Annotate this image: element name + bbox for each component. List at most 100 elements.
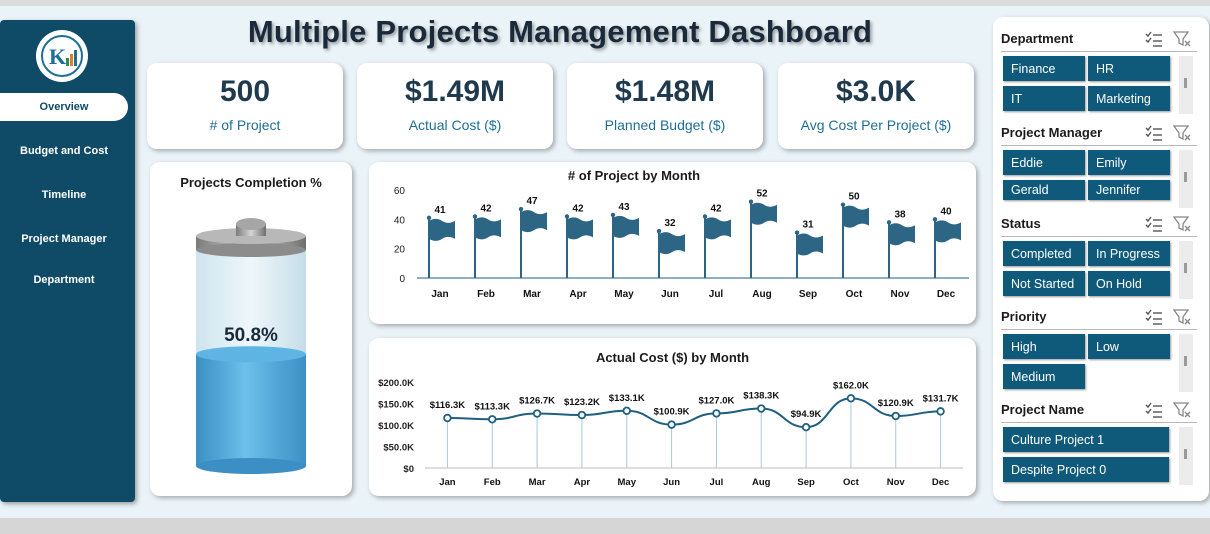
slicer-scrollbar[interactable] — [1179, 334, 1193, 392]
filter-option[interactable]: Jennifer — [1088, 180, 1170, 200]
data-label: 50 — [848, 192, 860, 203]
x-tick-label: Jan — [431, 289, 448, 300]
filter-option[interactable]: Emily — [1088, 150, 1170, 175]
filter-option[interactable]: Despite Project 0 — [1003, 457, 1169, 482]
clear-filter-icon[interactable] — [1173, 308, 1191, 325]
flag-pole-top — [748, 199, 754, 204]
x-tick-label: Jun — [663, 477, 680, 488]
data-label: 31 — [802, 220, 814, 231]
data-label: $138.3K — [743, 391, 779, 402]
flag-icon — [659, 232, 685, 255]
data-label: $133.1K — [609, 393, 645, 404]
slicer-scrollbar[interactable] — [1179, 56, 1193, 114]
battery-cap-rim — [196, 243, 306, 257]
y-tick-label: $0 — [403, 464, 414, 475]
clear-filter-icon[interactable] — [1173, 215, 1191, 232]
sidebar-item-department[interactable]: Department — [33, 274, 95, 286]
slicer-title: Project Manager — [1001, 125, 1103, 140]
multi-select-icon[interactable] — [1145, 31, 1163, 47]
multi-select-icon[interactable] — [1145, 125, 1163, 141]
multi-select-icon[interactable] — [1145, 402, 1163, 418]
bar-flag — [702, 214, 731, 278]
data-label: $126.7K — [519, 396, 555, 407]
slicer-status: Status Completed In Progress Not Started… — [1001, 211, 1197, 299]
filter-option[interactable]: Not Started — [1003, 271, 1085, 296]
x-tick-label: Aug — [752, 477, 771, 488]
data-label: $131.7K — [923, 393, 959, 404]
data-label: $162.0K — [833, 380, 869, 391]
multi-select-icon[interactable] — [1145, 309, 1163, 325]
flag-pole-top — [518, 206, 524, 212]
kpi-card-projects: 500 # of Project — [147, 63, 343, 149]
data-label: $100.9K — [654, 407, 690, 418]
slicer-scrollbar[interactable] — [1179, 241, 1193, 299]
bar-flag — [932, 217, 961, 278]
sidebar-item-budget-and-cost[interactable]: Budget and Cost — [20, 145, 108, 157]
x-tick-label: Mar — [529, 477, 546, 488]
data-label: $120.9K — [878, 398, 914, 409]
flag-pole-top — [702, 214, 708, 219]
projects-by-month-chart: 0 20 40 60 41 Jan 42 Feb 47 Mar 42 Apr 43 May 32 Jun 42 J… — [394, 186, 969, 300]
x-tick-label: Apr — [569, 289, 586, 300]
x-tick-label: Jul — [710, 477, 724, 488]
filter-option[interactable]: Finance — [1003, 56, 1085, 81]
data-point — [532, 409, 542, 418]
clear-filter-icon[interactable] — [1173, 124, 1191, 141]
kpi-card-actual-cost: $1.49M Actual Cost ($) — [357, 63, 553, 149]
data-label: $127.0K — [698, 395, 734, 406]
slicer-title: Project Name — [1001, 402, 1085, 417]
filter-option[interactable]: On Hold — [1088, 271, 1170, 296]
data-point — [891, 411, 900, 421]
data-label: 40 — [940, 206, 952, 217]
x-tick-label: Nov — [891, 289, 910, 300]
slicer-header: Project Name — [1001, 397, 1197, 423]
data-label: 52 — [756, 189, 768, 200]
bar-flag — [748, 199, 777, 278]
data-point — [936, 407, 945, 416]
data-label: 47 — [526, 196, 538, 207]
y-tick-label: 60 — [394, 186, 406, 197]
clear-filter-icon[interactable] — [1173, 30, 1191, 47]
multi-select-icon[interactable] — [1145, 216, 1163, 232]
slicer-options: Finance HR IT Marketing — [1001, 56, 1197, 114]
bar-flag — [426, 215, 455, 278]
bar-flag — [840, 202, 869, 278]
slicer-project-manager: Project Manager Eddie Emily Gerald Jenni… — [1001, 120, 1197, 208]
slicer-options: High Low Medium — [1001, 334, 1197, 392]
filter-option[interactable]: Medium — [1003, 364, 1085, 389]
clear-filter-icon[interactable] — [1173, 401, 1191, 418]
filter-option[interactable]: Completed — [1003, 241, 1085, 266]
x-tick-label: Dec — [932, 477, 949, 488]
flag-pole-top — [472, 214, 478, 219]
slicer-scrollbar[interactable] — [1179, 150, 1193, 208]
data-label: 32 — [664, 218, 676, 229]
filter-option[interactable]: Eddie — [1003, 150, 1085, 175]
filter-option[interactable]: Culture Project 1 — [1003, 427, 1169, 452]
data-label: 38 — [894, 209, 906, 220]
slicer-scrollbar[interactable] — [1179, 427, 1193, 485]
flag-icon — [567, 217, 593, 240]
filter-option[interactable]: Gerald — [1003, 180, 1085, 200]
bar-flag — [886, 220, 915, 278]
sidebar-item-overview[interactable]: Overview — [0, 93, 128, 121]
x-tick-label: Sep — [799, 289, 817, 300]
battery-icon: 50.8% — [196, 218, 306, 474]
kpi-label: # of Project — [209, 117, 281, 133]
sidebar-item-project-manager[interactable]: Project Manager — [21, 233, 107, 245]
data-point — [443, 413, 452, 423]
completion-title: Projects Completion % — [180, 175, 322, 190]
data-label: 43 — [618, 202, 630, 213]
filter-option[interactable]: Low — [1088, 334, 1170, 359]
svg-text:K: K — [49, 44, 66, 69]
flag-pole-top — [426, 215, 432, 221]
filter-option[interactable]: In Progress — [1088, 241, 1170, 266]
filter-option[interactable]: IT — [1003, 86, 1085, 111]
filter-option[interactable]: Marketing — [1088, 86, 1170, 111]
kpi-label: Planned Budget ($) — [604, 117, 726, 133]
filter-option[interactable]: HR — [1088, 56, 1170, 81]
bar-flag — [564, 214, 593, 278]
sidebar-item-timeline[interactable]: Timeline — [41, 189, 87, 201]
data-label: $113.3K — [475, 401, 511, 412]
y-tick-label: $150.0K — [378, 400, 414, 411]
filter-option[interactable]: High — [1003, 334, 1085, 359]
